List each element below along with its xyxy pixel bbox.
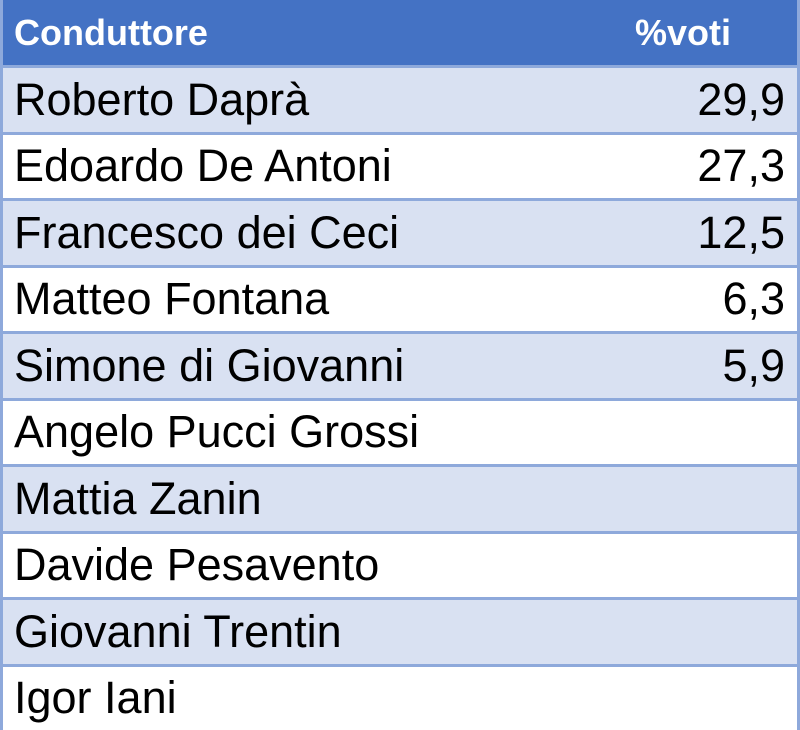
- name-cell: Edoardo De Antoni: [14, 140, 392, 192]
- name-cell: Francesco dei Ceci: [14, 206, 400, 258]
- name-cell: Giovanni Trentin: [14, 605, 342, 657]
- votes-cell: 29,9: [697, 73, 785, 125]
- votes-cell: 6,3: [722, 273, 785, 325]
- table-row: Matteo Fontana 6,3: [3, 268, 797, 334]
- votes-cell: 5,9: [722, 339, 785, 391]
- name-cell: Davide Pesavento: [14, 539, 380, 591]
- table-row: Mattia Zanin: [3, 467, 797, 534]
- votes-cell: 27,3: [697, 140, 785, 192]
- header-cell: %voti: [635, 11, 732, 53]
- name-cell: Mattia Zanin: [14, 472, 262, 524]
- name-cell: Angelo Pucci Grossi: [14, 406, 420, 458]
- table-row: Francesco dei Ceci 12,5: [3, 201, 797, 268]
- name-cell: Igor Iani: [14, 672, 177, 724]
- table-row: Angelo Pucci Grossi: [3, 401, 797, 467]
- table-row: Igor Iani: [3, 667, 797, 730]
- table-row: Davide Pesavento: [3, 534, 797, 600]
- name-cell: Simone di Giovanni: [14, 339, 405, 391]
- table-row: Giovanni Trentin: [3, 600, 797, 667]
- table-row: Edoardo De Antoni 27,3: [3, 135, 797, 201]
- table-row: Simone di Giovanni 5,9: [3, 334, 797, 401]
- table-row: Roberto Daprà 29,9: [3, 68, 797, 135]
- header-row: Conduttore %voti: [3, 0, 797, 68]
- name-cell: Matteo Fontana: [14, 273, 330, 325]
- header-cell: Conduttore: [14, 11, 208, 53]
- votes-cell: 12,5: [697, 206, 785, 258]
- name-cell: Roberto Daprà: [14, 73, 310, 125]
